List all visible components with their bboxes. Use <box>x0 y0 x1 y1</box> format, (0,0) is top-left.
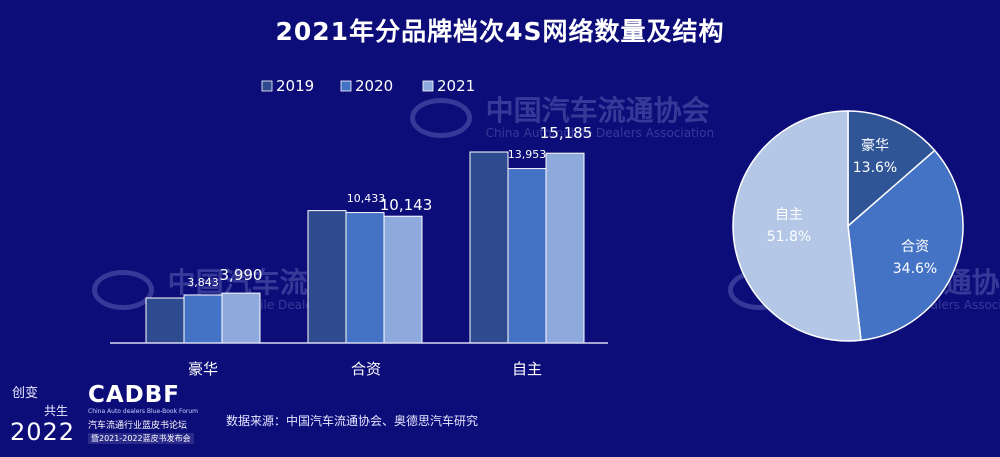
category-label-jv: 合资 <box>351 360 381 378</box>
pie-slice-jv <box>847 149 964 342</box>
logo-year: 2022 <box>10 418 76 446</box>
data-label-domestic-2021: 15,185 <box>540 124 593 142</box>
data-label-luxury-2020: 3,843 <box>187 276 219 289</box>
bar-luxury-2021 <box>221 292 261 344</box>
data-label-jv-2020: 10,433 <box>347 192 386 205</box>
watermark-text-cn: 中国汽车流通协会 <box>485 94 710 127</box>
bar-jv-2021 <box>383 215 423 344</box>
legend: 2019 2020 2021 <box>261 77 475 95</box>
bar-domestic-2019 <box>469 151 509 344</box>
data-label-luxury-2021: 3,990 <box>220 266 263 284</box>
legend-label-2021: 2021 <box>437 77 475 95</box>
bar-luxury-2020 <box>183 294 223 344</box>
data-label-domestic-2020: 13,953 <box>508 148 547 161</box>
bar-domestic-2020 <box>507 168 547 344</box>
data-label-jv-2021: 10,143 <box>380 196 433 214</box>
pie-slice-luxury <box>847 110 936 228</box>
logo-cn-name: 汽车流通行业蓝皮书论坛 <box>88 421 188 431</box>
logo-subtitle: China Auto dealers Blue-Book Forum <box>88 408 199 415</box>
pie-value-domestic: 51.8% <box>767 229 811 245</box>
logo-brand: CADBF <box>88 382 181 408</box>
logo-line1: 创变 <box>12 386 39 401</box>
cada-logo-icon <box>410 98 472 138</box>
pie-slice-domestic <box>732 110 862 342</box>
logo-event: 暨2021-2022蓝皮书发布会 <box>88 433 194 444</box>
bar-chart <box>145 151 585 344</box>
logo-line2: 共生 <box>44 404 69 418</box>
watermark-text-en: China Automobile Dealers Association <box>485 126 715 140</box>
pie-label-domestic: 自主 <box>775 207 803 223</box>
bar-domestic-2021 <box>545 152 585 344</box>
pie-value-jv: 34.6% <box>893 261 937 277</box>
watermark-top: 中国汽车流通协会 China Automobile Dealers Associ… <box>410 96 714 140</box>
legend-swatch-2020 <box>340 80 352 92</box>
pie-value-luxury: 13.6% <box>853 160 897 176</box>
pie-chart <box>732 110 964 342</box>
cadbf-logo: 创变 共生 2022 CADBF China Auto dealers Blue… <box>8 380 238 452</box>
legend-swatch-2021 <box>422 80 434 92</box>
pie-label-jv: 合资 <box>901 239 929 255</box>
data-source: 数据来源：中国汽车流通协会、奥德思汽车研究 <box>226 414 479 428</box>
bar-jv-2019 <box>307 210 347 344</box>
category-label-domestic: 自主 <box>512 360 542 378</box>
legend-label-2020: 2020 <box>355 77 393 95</box>
category-label-luxury: 豪华 <box>188 360 218 378</box>
bar-jv-2020 <box>345 212 385 344</box>
legend-label-2019: 2019 <box>276 77 314 95</box>
pie-label-luxury: 豪华 <box>861 138 889 154</box>
chart-title: 2021年分品牌档次4S网络数量及结构 <box>275 17 725 46</box>
cada-logo-icon <box>92 270 154 310</box>
legend-swatch-2019 <box>261 80 273 92</box>
bar-luxury-2019 <box>145 297 185 344</box>
